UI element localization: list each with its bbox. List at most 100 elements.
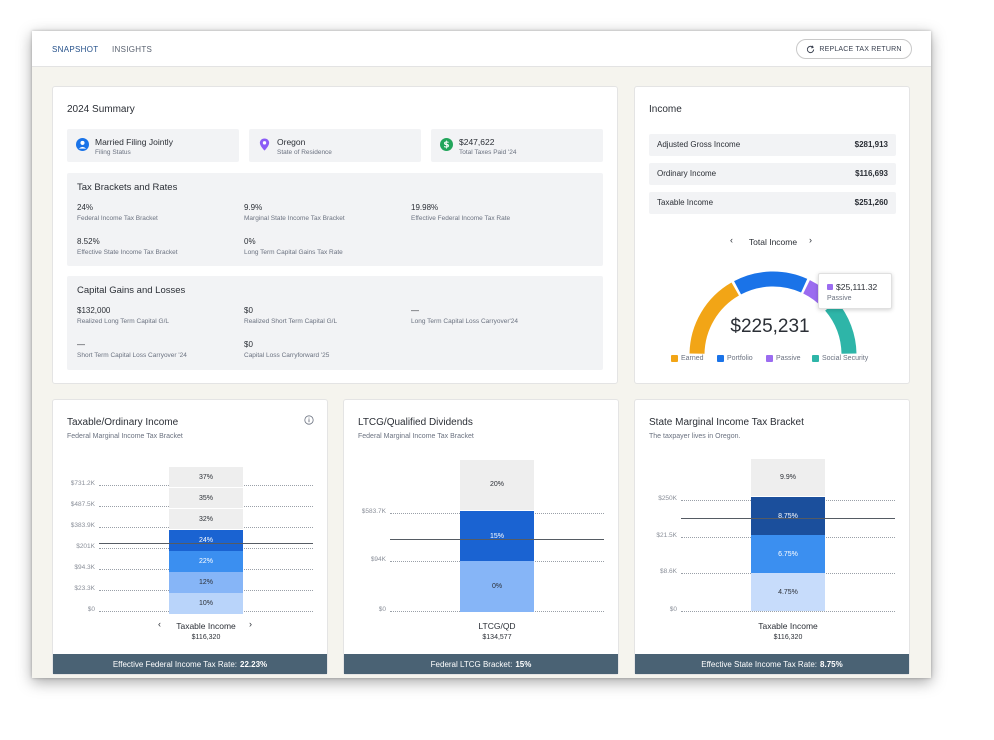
ordinary-income-label: Ordinary Income: [657, 169, 717, 178]
chart-subtitle: The taxpayer lives in Oregon.: [649, 433, 741, 440]
chart-subtitle: Federal Marginal Income Tax Bracket: [358, 433, 474, 440]
realized-st-value: $0: [244, 306, 253, 315]
taxable-income-row: Taxable Income $251,260: [649, 192, 896, 214]
bracket-segment[interactable]: 4.75%: [751, 573, 825, 611]
legend-label-earned: Earned: [681, 355, 704, 362]
donut-segment-portfolio[interactable]: [734, 271, 808, 295]
state-marginal-label: Marginal State Income Tax Bracket: [244, 215, 345, 222]
bracket-segment[interactable]: 35%: [169, 488, 243, 509]
total-income-value: $225,231: [730, 316, 810, 337]
bracket-segment[interactable]: 8.75%: [751, 497, 825, 535]
income-marker-line: [99, 542, 313, 545]
y-tick-label: $731.2K: [70, 480, 95, 487]
agi-row: Adjusted Gross Income $281,913: [649, 134, 896, 156]
y-tick-label: $583.7K: [361, 508, 386, 515]
state-marginal-bracket-card: State Marginal Income Tax Bracket The ta…: [634, 399, 910, 675]
st-carryover-value: —: [77, 340, 85, 349]
summary-title: 2024 Summary: [67, 104, 135, 115]
y-tick-label: $23.3K: [74, 585, 95, 592]
summary-card: 2024 Summary Married Filing Jointly Fili…: [52, 86, 618, 384]
bracket-segment[interactable]: 0%: [460, 561, 534, 613]
chart-next-chevron-icon[interactable]: ›: [249, 619, 252, 629]
bracket-segment[interactable]: 9.9%: [751, 459, 825, 497]
effective-federal-value: 19.98%: [411, 203, 439, 212]
tab-insights[interactable]: INSIGHTS: [112, 45, 153, 54]
legend-passive[interactable]: Passive: [766, 355, 801, 362]
y-tick-label: $8.6K: [660, 568, 677, 575]
bracket-segment[interactable]: 32%: [169, 509, 243, 530]
tooltip-value: $25,111.32: [836, 282, 878, 292]
bracket-segment[interactable]: 20%: [460, 460, 534, 511]
y-tick-label: $383.9K: [70, 522, 95, 529]
legend-social-security[interactable]: Social Security: [812, 355, 868, 362]
chart-title: State Marginal Income Tax Bracket: [649, 417, 804, 428]
legend-earned[interactable]: Earned: [671, 355, 704, 362]
income-title: Income: [649, 104, 682, 115]
chart-prev-chevron-icon[interactable]: ‹: [158, 619, 161, 629]
tab-snapshot[interactable]: SNAPSHOT: [52, 45, 99, 54]
y-tick-label: $94K: [370, 556, 386, 563]
chart-x-value: $116,320: [773, 634, 803, 641]
agi-label: Adjusted Gross Income: [657, 140, 741, 149]
bracket-segment[interactable]: 12%: [169, 572, 243, 593]
legend-swatch-earned: [671, 355, 678, 362]
chart-x-label: LTCG/QD: [478, 621, 516, 631]
tax-brackets-section: Tax Brackets and Rates 24% Federal Incom…: [67, 173, 603, 266]
state-marginal-value: 9.9%: [244, 203, 263, 212]
capital-gains-title: Capital Gains and Losses: [77, 285, 186, 296]
y-tick-label: $201K: [76, 543, 95, 550]
legend-swatch-passive: [766, 355, 773, 362]
taxable-income-value: $251,260: [854, 198, 888, 207]
loss-carryforward-value: $0: [244, 340, 253, 349]
dollar-icon: $: [440, 138, 453, 151]
loss-carryforward-label: Capital Loss Carryforward '25: [244, 352, 330, 359]
svg-text:$: $: [443, 141, 449, 151]
tooltip-label: Passive: [827, 295, 852, 302]
bracket-segment[interactable]: 37%: [169, 467, 243, 488]
income-tooltip: $25,111.32 Passive: [818, 273, 892, 309]
income-prev-chevron-icon[interactable]: ‹: [730, 235, 733, 245]
effective-state-label: Effective State Income Tax Bracket: [77, 249, 178, 256]
donut-segment-social-security[interactable]: [824, 300, 857, 355]
bracket-segment[interactable]: 15%: [460, 510, 534, 562]
donut-segment-earned[interactable]: [689, 282, 740, 355]
total-taxes-pill: $ $247,622 Total Taxes Paid '24: [431, 129, 603, 162]
realized-lt-value: $132,000: [77, 306, 111, 315]
y-tick-label: $94.3K: [74, 564, 95, 571]
legend-label-portfolio: Portfolio: [727, 355, 753, 362]
bracket-segment[interactable]: 22%: [169, 551, 243, 572]
ordinary-income-row: Ordinary Income $116,693: [649, 163, 896, 185]
state-label: State of Residence: [277, 149, 332, 156]
chart-footer: Federal LTCG Bracket: 15%: [344, 654, 618, 674]
taxable-income-label: Taxable Income: [657, 198, 714, 207]
chart-x-value: $134,577: [482, 634, 512, 641]
app-window: SNAPSHOT INSIGHTS REPLACE TAX RETURN 202…: [32, 31, 931, 678]
chart-footer: Effective Federal Income Tax Rate: 22.23…: [53, 654, 327, 674]
chart-x-value: $116,320: [191, 634, 221, 641]
replace-tax-return-label: REPLACE TAX RETURN: [819, 45, 902, 53]
total-taxes-value: $247,622: [459, 137, 495, 147]
footer-value: 15%: [515, 659, 532, 669]
income-next-chevron-icon[interactable]: ›: [809, 235, 812, 245]
realized-lt-label: Realized Long Term Capital G/L: [77, 318, 170, 325]
income-card: Income Adjusted Gross Income $281,913 Or…: [634, 86, 910, 384]
footer-label: Federal LTCG Bracket:: [430, 659, 513, 669]
gridline: [681, 611, 895, 612]
info-icon[interactable]: [304, 415, 314, 425]
bracket-segment[interactable]: 24%: [169, 530, 243, 551]
y-tick-label: $0: [669, 606, 677, 613]
bracket-segment[interactable]: 10%: [169, 593, 243, 614]
lt-carryover-value: —: [411, 306, 419, 315]
tax-brackets-title: Tax Brackets and Rates: [77, 182, 178, 193]
total-taxes-label: Total Taxes Paid '24: [459, 149, 517, 156]
legend-label-passive: Passive: [776, 355, 801, 362]
footer-label: Effective Federal Income Tax Rate:: [112, 659, 238, 669]
bracket-segment[interactable]: 6.75%: [751, 535, 825, 573]
legend-portfolio[interactable]: Portfolio: [717, 355, 753, 362]
replace-tax-return-button[interactable]: REPLACE TAX RETURN: [796, 39, 912, 59]
lt-carryover-label: Long Term Capital Loss Carryover'24: [411, 318, 518, 325]
agi-value: $281,913: [854, 140, 888, 149]
legend-swatch-portfolio: [717, 355, 724, 362]
chart-footer: Effective State Income Tax Rate: 8.75%: [635, 654, 909, 674]
taxable-ordinary-income-card: Taxable/Ordinary Income Federal Marginal…: [52, 399, 328, 675]
